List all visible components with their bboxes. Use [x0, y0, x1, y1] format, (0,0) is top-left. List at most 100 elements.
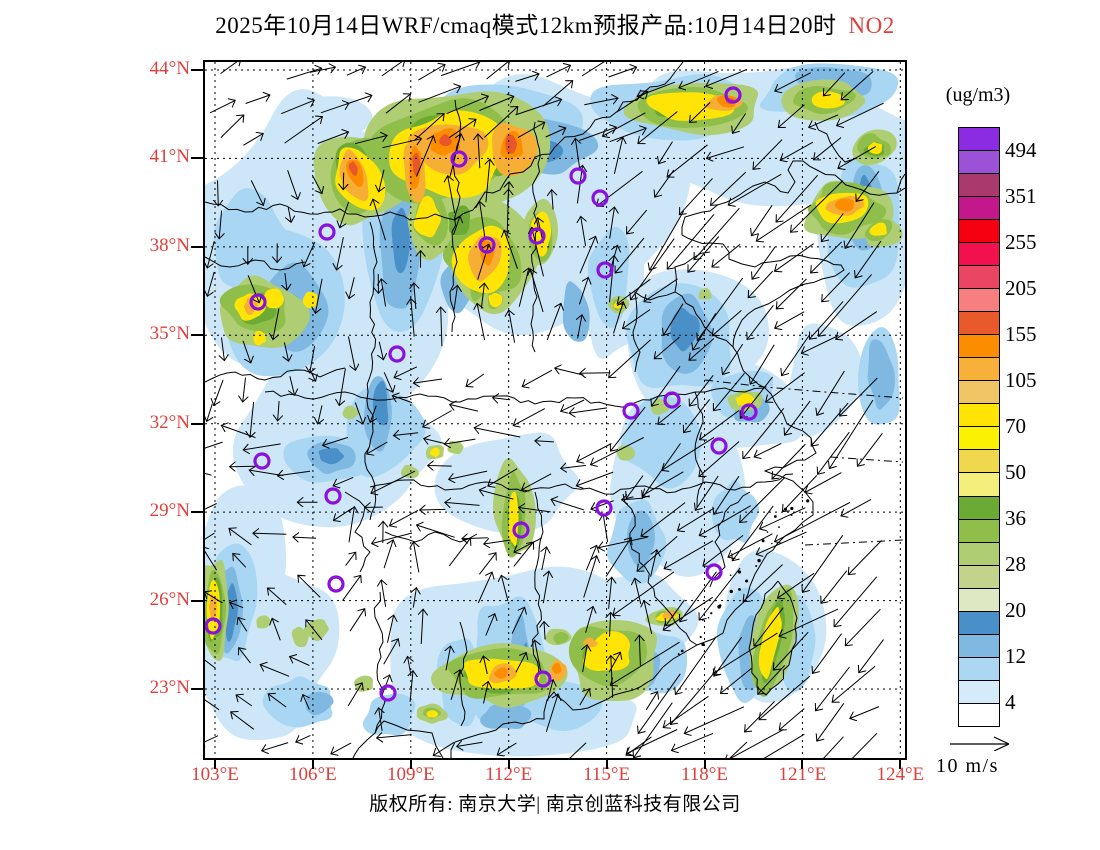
colorbar-cell — [959, 541, 999, 565]
lon-tick-mark — [311, 760, 314, 769]
city-marker — [512, 521, 530, 539]
pollution-fill-contours — [205, 63, 905, 757]
city-marker — [205, 617, 222, 635]
lon-tick-mark — [409, 760, 412, 769]
colorbar-value-label: 20 — [1005, 598, 1026, 622]
colorbar — [958, 127, 1000, 727]
lat-tick-mark — [191, 599, 204, 602]
colorbar-value-label: 155 — [1005, 322, 1037, 346]
colorbar-cell — [959, 196, 999, 220]
colorbar-value-label: 50 — [1005, 460, 1026, 484]
colorbar-cell — [959, 633, 999, 657]
city-marker — [705, 563, 723, 581]
copyright-footer: 版权所有: 南京大学| 南京创蓝科技有限公司 — [369, 794, 741, 815]
colorbar-value-label: 494 — [1005, 138, 1037, 162]
colorbar-value-label: 28 — [1005, 552, 1026, 576]
colorbar-cell — [959, 656, 999, 680]
colorbar-cell — [959, 173, 999, 197]
lat-tick-mark — [191, 69, 204, 71]
colorbar-value-label: 351 — [1005, 184, 1037, 208]
colorbar-cell — [959, 495, 999, 519]
graticule-grid — [205, 62, 905, 758]
lon-tick-label: 121°E — [778, 764, 827, 785]
lat-tick-mark — [191, 245, 204, 248]
city-marker — [622, 402, 640, 420]
city-marker — [595, 499, 613, 517]
lat-tick-label: 44°N — [149, 58, 190, 79]
colorbar-value-label: 36 — [1005, 506, 1026, 530]
colorbar-labels: 494 351 255 205 155 105 70 50 36 28 20 12 4 — [1005, 127, 1069, 725]
lon-tick-label: 118°E — [681, 764, 728, 785]
city-marker — [591, 189, 609, 207]
lon-tick-label: 103°E — [191, 764, 239, 785]
colorbar-cell — [959, 518, 999, 542]
page-title: 2025年10月14日WRF/cmaq模式12km预报产品:10月14日20时 N… — [140, 6, 970, 40]
colorbar-cell — [959, 265, 999, 289]
colorbar-cell — [959, 610, 999, 634]
city-marker — [663, 391, 681, 409]
map-canvas — [203, 60, 907, 760]
concentration-map — [205, 62, 905, 758]
city-marker — [388, 345, 406, 363]
city-markers — [205, 86, 758, 702]
lon-tick-label: 124°E — [876, 764, 925, 785]
colorbar-cell — [959, 702, 999, 726]
colorbar-cell — [959, 472, 999, 496]
lat-tick-mark — [191, 511, 204, 514]
colorbar-cell — [959, 679, 999, 703]
wind-legend: 10 m/s — [932, 733, 1052, 785]
lon-tick-label: 109°E — [386, 764, 435, 785]
lon-tick-label: 112°E — [485, 764, 533, 785]
lat-tick-mark — [191, 157, 204, 160]
wind-vectors — [205, 62, 884, 758]
title-text: 2025年10月14日WRF/cmaq模式12km预报产品:10月14日20时 — [215, 13, 837, 38]
lon-tick-label: 115°E — [583, 764, 631, 785]
lat-tick-label: 32°N — [149, 411, 190, 433]
lat-tick-label: 23°N — [149, 677, 190, 698]
lat-tick-mark — [191, 688, 204, 690]
colorbar-value-label: 255 — [1005, 230, 1037, 254]
city-marker — [253, 452, 271, 470]
colorbar-cell — [959, 357, 999, 381]
lat-tick-label: 38°N — [149, 234, 190, 256]
colorbar-cell — [959, 311, 999, 335]
pollutant-label: NO2 — [848, 13, 895, 38]
colorbar-cell — [959, 242, 999, 266]
colorbar-cell — [959, 380, 999, 404]
lat-tick-label: 41°N — [149, 146, 190, 168]
lat-tick-mark — [191, 422, 204, 425]
colorbar-value-label: 70 — [1005, 414, 1026, 438]
lat-tick-label: 29°N — [149, 500, 190, 522]
colorbar-cell — [959, 288, 999, 312]
wind-speed-label: 10 m/s — [936, 755, 999, 777]
city-marker — [324, 487, 342, 505]
colorbar-value-label: 4 — [1005, 690, 1016, 714]
colorbar-cell — [959, 334, 999, 358]
city-marker — [528, 227, 546, 245]
colorbar-value-label: 205 — [1005, 276, 1037, 300]
city-marker — [710, 437, 728, 455]
city-marker — [478, 236, 496, 254]
lon-tick-mark — [703, 760, 706, 769]
city-marker — [450, 150, 468, 168]
colorbar-cell — [959, 150, 999, 174]
colorbar-cell — [959, 219, 999, 243]
colorbar-value-label: 12 — [1005, 644, 1026, 668]
city-marker — [724, 86, 742, 104]
city-marker — [534, 670, 552, 688]
city-marker — [740, 403, 758, 421]
colorbar-value-label: 105 — [1005, 368, 1037, 392]
lon-tick-mark — [507, 760, 510, 769]
lon-tick-mark — [899, 760, 902, 769]
colorbar-cell — [959, 426, 999, 450]
city-marker — [569, 167, 587, 185]
lat-tick-label: 35°N — [149, 323, 190, 345]
colorbar-cell — [959, 587, 999, 611]
colorbar-cell — [959, 449, 999, 473]
lon-tick-mark — [214, 760, 216, 769]
city-marker — [318, 223, 336, 241]
coastal-islands — [677, 496, 810, 656]
colorbar-unit-label: (ug/m3) — [945, 84, 1011, 106]
lat-tick-label: 26°N — [149, 588, 190, 610]
